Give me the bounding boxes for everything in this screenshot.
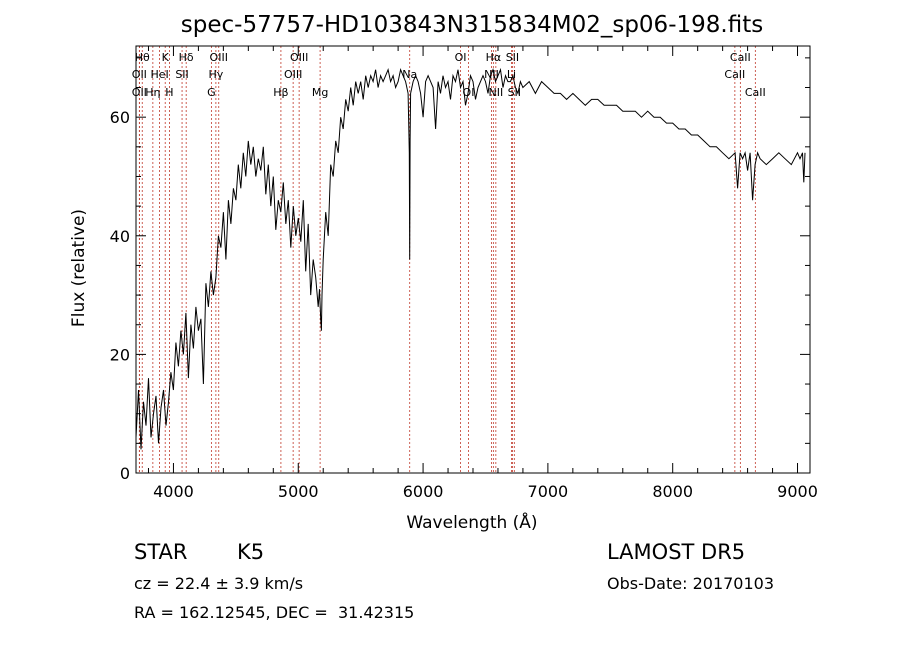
line-label-5: K — [162, 51, 170, 64]
y-axis-label: Flux (relative) — [69, 209, 89, 327]
spectrum-series-line — [135, 67, 806, 450]
y-tick-label-0: 0 — [120, 464, 130, 483]
line-label-16: Na — [402, 68, 417, 81]
observation-date: Obs-Date: 20170103 — [607, 574, 775, 593]
line-label-1: OII — [132, 68, 147, 81]
x-tick-label-5000: 5000 — [278, 482, 319, 501]
coordinates: RA = 162.12545, DEC = 31.42315 — [134, 603, 415, 622]
axes: 4000 5000 6000 7000 8000 9000 0 20 40 60 — [110, 46, 818, 501]
x-tick-label-7000: 7000 — [528, 482, 569, 501]
x-tick-label-9000: 9000 — [777, 482, 818, 501]
line-label-14: OIII — [290, 51, 308, 64]
line-label-27: CaII — [745, 86, 766, 99]
line-label-11: OIII — [210, 51, 228, 64]
line-label-12: Hβ — [273, 86, 288, 99]
y-tick-label-60: 60 — [110, 108, 130, 127]
x-tick-label-8000: 8000 — [652, 482, 693, 501]
line-label-22: Li — [507, 68, 516, 81]
line-label-21: NII — [488, 86, 503, 99]
object-subclass: K5 — [237, 540, 265, 564]
x-axis-label: Wavelength (Å) — [406, 511, 537, 533]
line-label-9: G — [207, 86, 216, 99]
line-label-13: OIII — [284, 68, 302, 81]
line-label-3: Hη — [145, 86, 160, 99]
line-label-10: Hγ — [208, 68, 223, 81]
line-label-17: OI — [455, 51, 467, 64]
plot-frame — [135, 45, 811, 474]
redshift-cz: cz = 22.4 ± 3.9 km/s — [134, 574, 304, 593]
line-label-23: SII — [506, 51, 519, 64]
line-label-0: Hθ — [135, 51, 150, 64]
line-label-8: Hδ — [179, 51, 194, 64]
object-class: STAR — [134, 540, 188, 564]
line-labels: HθOIIOIIHηHeIKHSIIHδGHγOIIIHβOIIIOIIIMgN… — [132, 51, 766, 99]
line-label-25: CaII — [724, 68, 745, 81]
chart-title: spec-57757-HD103843N315834M02_sp06-198.f… — [181, 12, 763, 38]
line-label-6: H — [165, 86, 173, 99]
survey-name: LAMOST DR5 — [607, 540, 746, 564]
line-label-7: SII — [175, 68, 188, 81]
line-markers — [138, 46, 756, 473]
y-tick-label-40: 40 — [110, 227, 130, 246]
x-tick-label-6000: 6000 — [403, 482, 444, 501]
line-label-24: SII — [508, 86, 521, 99]
line-label-20: Hα — [486, 51, 502, 64]
x-tick-label-4000: 4000 — [153, 482, 194, 501]
line-label-4: HeI — [150, 68, 168, 81]
y-tick-label-20: 20 — [110, 345, 130, 364]
line-label-26: CaII — [730, 51, 751, 64]
line-label-15: Mg — [312, 86, 328, 99]
